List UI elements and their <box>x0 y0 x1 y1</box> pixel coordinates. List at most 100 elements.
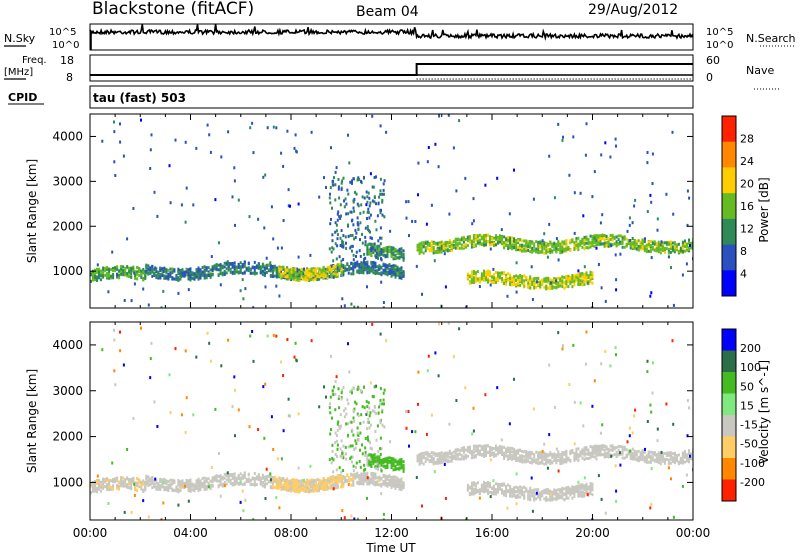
power-cell <box>341 241 344 245</box>
power-cell <box>688 244 691 247</box>
power-cell <box>623 237 626 241</box>
power-cell <box>575 244 578 247</box>
velocity-cell <box>474 455 477 459</box>
power-cell <box>113 120 115 124</box>
power-cell <box>553 277 556 280</box>
power-cell <box>165 274 168 278</box>
power-cell <box>195 275 198 279</box>
velocity-cell <box>147 483 150 487</box>
power-cell <box>217 274 220 277</box>
power-cell <box>100 274 102 278</box>
velocity-cell <box>400 458 403 461</box>
power-cell <box>390 265 393 269</box>
power-cell <box>517 245 520 249</box>
velocity-cell <box>100 489 102 493</box>
power-cell <box>165 276 168 280</box>
power-cell <box>120 265 123 269</box>
velocity-cell <box>340 475 343 478</box>
velocity-cell <box>501 453 503 456</box>
power-cell <box>168 164 171 168</box>
power-cell <box>335 229 338 233</box>
power-cell <box>684 249 686 253</box>
velocity-cell <box>128 478 131 481</box>
power-cell <box>309 253 312 257</box>
velocity-cell <box>376 482 379 486</box>
freq-panel: Freq. [MHz] 18 8 60 0 Nave <box>4 54 780 90</box>
velocity-cell <box>368 480 371 484</box>
velocity-cell <box>388 483 391 487</box>
power-cell <box>659 248 662 251</box>
power-cell <box>511 276 514 280</box>
power-cell <box>661 249 664 252</box>
velocity-cell <box>328 477 331 480</box>
power-cell <box>460 238 463 242</box>
power-cell <box>374 219 377 223</box>
velocity-cell <box>424 456 427 460</box>
power-cell <box>343 199 345 203</box>
power-cell <box>149 167 152 170</box>
colorbar-tick-label: 8 <box>740 245 747 258</box>
velocity-cell <box>370 472 373 476</box>
power-cell <box>478 242 481 246</box>
power-cell <box>546 255 549 259</box>
power-cell <box>539 245 542 249</box>
power-cell <box>342 270 345 274</box>
velocity-cell <box>420 458 423 462</box>
power-cell <box>364 256 367 260</box>
velocity-cell <box>511 450 514 454</box>
velocity-cell <box>460 448 463 452</box>
velocity-cell <box>466 446 469 450</box>
velocity-cell <box>263 477 266 481</box>
power-cell <box>349 210 352 214</box>
velocity-cell <box>300 483 303 487</box>
velocity-cell <box>511 456 514 459</box>
power-cell <box>149 148 152 152</box>
power-cell <box>108 274 111 278</box>
velocity-cell <box>308 483 311 487</box>
power-cell <box>167 268 170 272</box>
velocity-cell <box>235 478 238 482</box>
power-cell <box>336 274 339 278</box>
power-cell <box>537 247 540 251</box>
power-cell <box>531 283 534 286</box>
power-cell <box>527 242 530 246</box>
power-cell <box>529 240 532 244</box>
velocity-cell <box>388 478 391 482</box>
power-cell <box>102 273 105 277</box>
power-cell <box>657 242 660 246</box>
power-cell <box>284 267 287 271</box>
velocity-cell <box>444 451 447 455</box>
power-cell <box>298 270 301 274</box>
velocity-cell <box>201 485 204 489</box>
power-cell <box>284 271 287 274</box>
power-cell <box>563 247 566 251</box>
power-cell <box>489 279 491 283</box>
power-cell <box>476 270 479 274</box>
velocity-cell <box>402 460 405 464</box>
velocity-cell <box>474 445 477 449</box>
power-cell <box>390 249 393 253</box>
power-cell <box>663 247 666 250</box>
velocity-cell <box>358 477 361 480</box>
power-cell <box>532 197 535 201</box>
power-cell <box>645 250 648 254</box>
power-cell <box>583 241 586 245</box>
power-cell <box>641 247 644 251</box>
power-cell <box>302 275 305 278</box>
velocity-cell <box>432 462 435 466</box>
power-cell <box>366 285 368 289</box>
velocity-cell <box>227 474 230 478</box>
velocity-cell <box>100 480 102 484</box>
velocity-cell <box>440 455 443 459</box>
power-cell <box>292 277 295 281</box>
power-cell <box>298 277 301 281</box>
power-cell <box>352 271 355 275</box>
velocity-cell <box>318 484 321 488</box>
power-cell <box>130 272 133 276</box>
power-cell <box>615 244 618 248</box>
power-cell <box>645 243 648 247</box>
power-cell <box>352 177 355 181</box>
power-cell <box>513 237 516 241</box>
velocity-cell <box>515 456 518 460</box>
velocity-cell <box>132 477 135 480</box>
